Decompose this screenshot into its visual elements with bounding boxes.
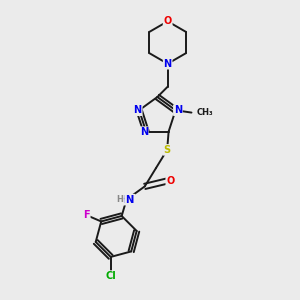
Text: F: F <box>83 210 90 220</box>
Text: CH₃: CH₃ <box>197 108 213 117</box>
Text: N: N <box>134 105 142 115</box>
Text: N: N <box>174 105 182 115</box>
Text: O: O <box>166 176 175 186</box>
Text: N: N <box>140 127 148 137</box>
Text: H: H <box>117 195 124 204</box>
Text: HN: HN <box>118 195 135 205</box>
Text: N: N <box>125 195 133 205</box>
Text: Cl: Cl <box>105 271 116 281</box>
Text: N: N <box>164 59 172 69</box>
Text: O: O <box>164 16 172 26</box>
Text: S: S <box>164 145 171 155</box>
